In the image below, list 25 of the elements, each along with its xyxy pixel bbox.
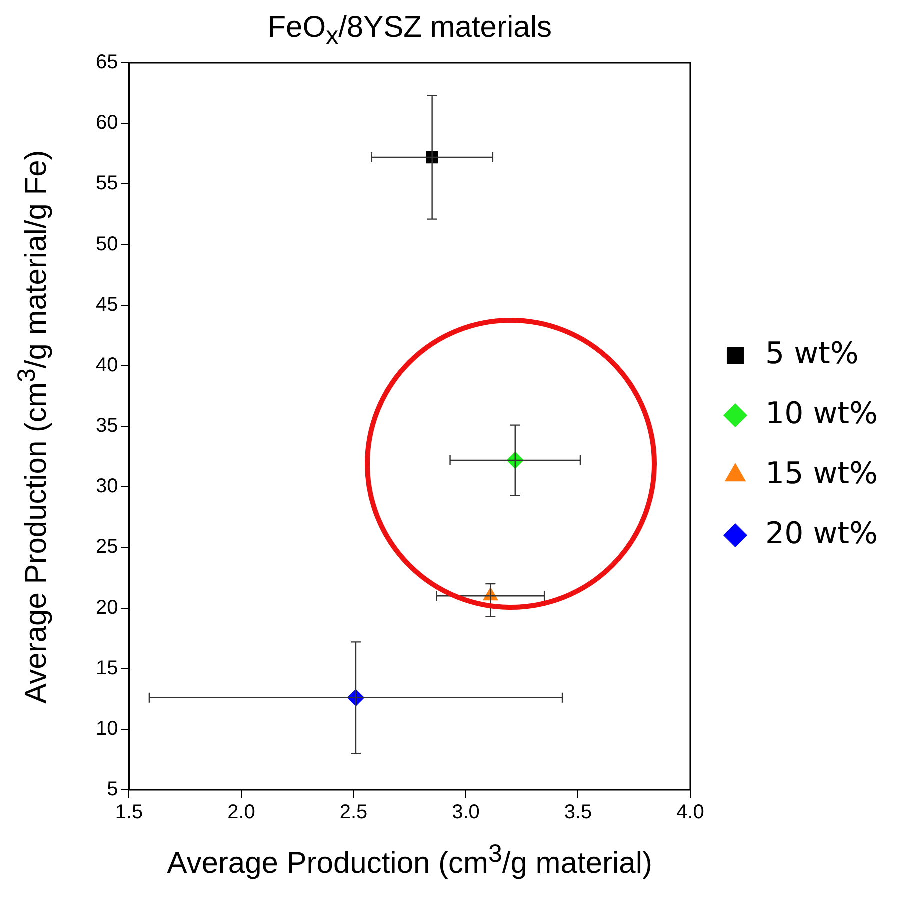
y-tick-label: 60 [96, 112, 118, 134]
y-tick-label: 20 [96, 596, 118, 619]
x-tick-label: 2.5 [340, 802, 368, 824]
chart-title: FeO$_{x}$/8YSZ materials [268, 11, 552, 51]
y-tick-label: 25 [96, 536, 118, 558]
x-tick-label: 1.5 [115, 802, 144, 824]
y-tick-label: 35 [96, 415, 118, 438]
x-tick-label: 2.0 [228, 802, 256, 824]
y-tick-label: 45 [96, 294, 118, 316]
x-tick-label: 4.0 [676, 802, 704, 824]
x-axis-title: Average Production (cm$^{3}$/g material) [167, 840, 652, 881]
y-tick-label: 30 [96, 476, 118, 498]
legend-label: 20 wt% [765, 516, 878, 552]
legend-label: 5 wt% [765, 336, 859, 372]
y-tick-label: 5 [107, 778, 118, 801]
legend-label: 15 wt% [765, 456, 878, 492]
y-tick-label: 40 [96, 354, 118, 376]
y-tick-label: 10 [96, 718, 118, 740]
y-tick-label: 55 [96, 172, 118, 195]
y-tick-label: 15 [96, 657, 118, 680]
y-tick-label: 65 [96, 52, 118, 74]
x-tick-label: 3.0 [452, 802, 480, 824]
legend-label: 10 wt% [765, 396, 878, 432]
x-tick-label: 3.5 [564, 802, 592, 824]
y-tick-label: 50 [96, 233, 118, 256]
